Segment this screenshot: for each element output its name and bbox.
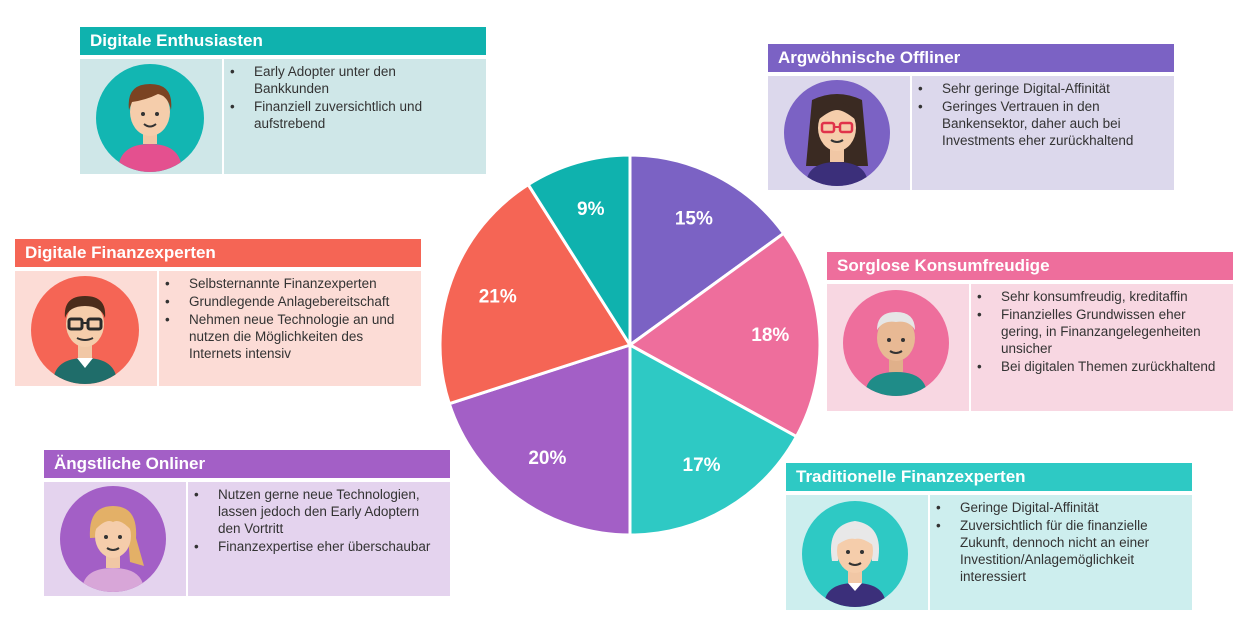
- card-argwoehnische-offliner: Argwöhnische Offliner Sehr geringe Digit: [768, 44, 1174, 190]
- list-item: Sehr geringe Digital-Affinität: [912, 80, 1164, 97]
- pie-slice-argwoehnische: [628, 153, 786, 348]
- bullet-list: Early Adopter unter den Bankkunden Finan…: [224, 63, 474, 133]
- avatar-woman-glasses-icon: [784, 80, 890, 186]
- list-item: Sehr konsumfreudig, kreditaffin: [971, 288, 1227, 305]
- list-item: Finanziell zuversichtlich und aufstreben…: [224, 98, 474, 132]
- avatar-young-man-icon: [96, 64, 204, 172]
- pie-slice-traditionelle: [628, 342, 799, 537]
- pie-slice-digitale_enth: [526, 153, 632, 351]
- card-digitale-finanzexperten: Digitale Finanzexperten Selbsternannte F: [15, 239, 421, 386]
- list-item: Nutzen gerne neue Technologien, lassen j…: [188, 486, 444, 537]
- card-digitale-enthusiasten: Digitale Enthusiasten Early Adopter unte…: [80, 27, 486, 174]
- list-item: Geringe Digital-Affinität: [930, 499, 1186, 516]
- card-title: Traditionelle Finanzexperten: [786, 463, 1192, 491]
- list-item: Finanzexpertise eher überschaubar: [188, 538, 444, 555]
- card-aengstliche-onliner: Ängstliche Onliner Nutzen gerne neue Tec…: [44, 450, 450, 596]
- list-item: Nehmen neue Technologie an und nutzen di…: [159, 311, 411, 362]
- avatar-blonde-woman-icon: [60, 486, 166, 592]
- card-sorglose-konsumfreudige: Sorglose Konsumfreudige Sehr konsumfreud…: [827, 252, 1233, 411]
- avatar-older-woman-icon: [802, 501, 908, 607]
- card-title: Digitale Finanzexperten: [15, 239, 421, 267]
- bullet-list: Sehr konsumfreudig, kreditaffin Finanzie…: [971, 288, 1227, 376]
- bullet-list: Selbsternannte Finanzexperten Grundlegen…: [159, 275, 411, 363]
- pie-slice-sorglose: [627, 231, 822, 439]
- list-item: Geringes Vertrauen in den Bankensektor, …: [912, 98, 1164, 149]
- card-title: Argwöhnische Offliner: [768, 44, 1174, 72]
- avatar-man-glasses-icon: [31, 276, 139, 384]
- card-title: Ängstliche Onliner: [44, 450, 450, 478]
- pie-label-argwoehnische: 15%: [675, 209, 713, 230]
- list-item: Grundlegende Anlagebereitschaft: [159, 293, 411, 310]
- pie-label-digitale_enth: 9%: [577, 199, 605, 220]
- card-traditionelle-finanzexperten: Traditionelle Finanzexperten Geringe Dig…: [786, 463, 1192, 610]
- card-title: Digitale Enthusiasten: [80, 27, 486, 55]
- pie-label-digitale_finanz: 21%: [479, 286, 517, 307]
- list-item: Finanzielles Grundwissen eher gering, in…: [971, 306, 1227, 357]
- list-item: Early Adopter unter den Bankkunden: [224, 63, 474, 97]
- avatar-older-man-icon: [843, 290, 949, 396]
- pie-slice-digitale_finanz: [438, 182, 633, 406]
- pie-label-traditionelle: 17%: [683, 455, 721, 476]
- list-item: Zuversichtlich für die finanzielle Zukun…: [930, 517, 1186, 585]
- card-title: Sorglose Konsumfreudige: [827, 252, 1233, 280]
- pie-slice-aengstliche: [447, 342, 632, 537]
- pie-label-sorglose: 18%: [751, 325, 789, 346]
- list-item: Selbsternannte Finanzexperten: [159, 275, 411, 292]
- bullet-list: Nutzen gerne neue Technologien, lassen j…: [188, 486, 444, 556]
- list-item: Bei digitalen Themen zurückhaltend: [971, 358, 1227, 375]
- segment-pie-chart: 15% 18% 17% 20% 21% 9%: [438, 153, 822, 537]
- pie-label-aengstliche: 20%: [528, 448, 566, 469]
- bullet-list: Sehr geringe Digital-Affinität Geringes …: [912, 80, 1164, 150]
- bullet-list: Geringe Digital-Affinität Zuversichtlich…: [930, 499, 1186, 586]
